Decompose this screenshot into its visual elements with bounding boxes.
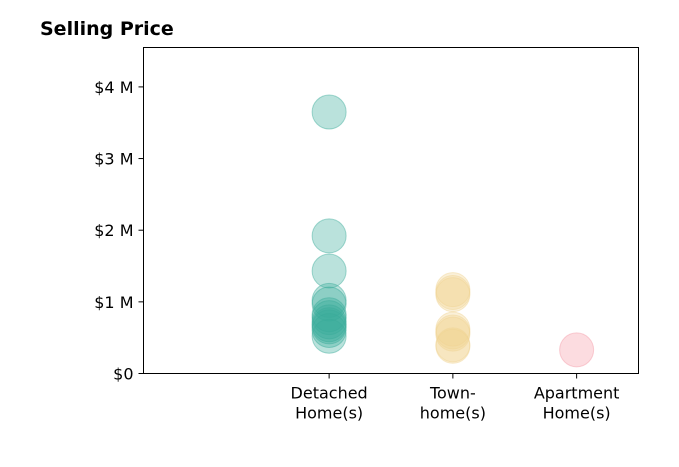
data-point (311, 282, 347, 318)
data-point (559, 332, 595, 368)
y-tick-label: $0 (113, 365, 133, 384)
data-point (435, 275, 471, 311)
x-tick-label: Home(s) (295, 404, 363, 423)
data-point (311, 309, 347, 345)
data-point (435, 316, 471, 352)
data-point (311, 304, 347, 340)
x-tick-label: Home(s) (543, 404, 611, 423)
x-tick-label: Detached (291, 384, 368, 403)
y-tick-label: $1 M (94, 293, 133, 312)
data-point (311, 307, 347, 343)
plot-frame (143, 47, 639, 374)
y-tick-label: $4 M (94, 78, 133, 97)
data-point (311, 218, 347, 254)
x-tick-label: Apartment (534, 384, 620, 403)
data-point (311, 300, 347, 336)
y-tick-label: $3 M (94, 150, 133, 169)
x-tick-label: home(s) (420, 404, 486, 423)
chart-title: Selling Price (40, 18, 174, 40)
data-point (311, 94, 347, 130)
x-axis: DetachedHome(s)Town-home(s)ApartmentHome… (291, 373, 620, 423)
data-point (435, 328, 471, 364)
data-point (311, 318, 347, 354)
data-point (435, 272, 471, 308)
data-point (435, 311, 471, 347)
y-axis: $0 $1 M $2 M $3 M $4 M (94, 78, 144, 384)
data-point (435, 327, 471, 363)
y-tick-label: $2 M (94, 221, 133, 240)
data-point (311, 253, 347, 289)
data-point (435, 314, 471, 350)
x-tick-label: Town- (429, 384, 476, 403)
data-point (311, 313, 347, 349)
data-point (311, 297, 347, 333)
data-point (435, 277, 471, 313)
data-points (311, 94, 595, 368)
data-point (311, 286, 347, 322)
